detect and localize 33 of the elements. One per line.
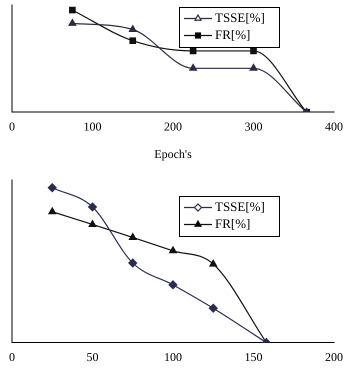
point — [48, 183, 57, 192]
point — [88, 220, 96, 227]
point — [88, 202, 97, 212]
point — [48, 207, 56, 214]
x-tick-label: 400 — [325, 120, 343, 134]
point — [169, 246, 177, 254]
legend-label: FR[%] — [215, 216, 250, 231]
point — [250, 48, 257, 54]
legend-label: TSSE[%] — [215, 198, 265, 214]
point — [189, 64, 198, 71]
x-tick-label: 50 — [86, 350, 98, 364]
legend-label: TSSE[%] — [215, 10, 265, 25]
point — [209, 260, 218, 267]
point — [250, 64, 258, 71]
point — [168, 280, 178, 290]
point — [190, 48, 196, 54]
point — [208, 304, 218, 313]
x-tick-label: 300 — [244, 120, 262, 134]
x-tick-label: 0 — [9, 120, 15, 134]
x-tick-label: 150 — [244, 350, 262, 364]
x-tick-label: 0 — [9, 350, 15, 364]
x-tick-label: 100 — [164, 350, 182, 364]
point — [128, 232, 137, 240]
point — [68, 18, 76, 26]
point — [128, 258, 138, 268]
x-axis-title: Epoch's — [154, 146, 192, 161]
point — [69, 6, 76, 14]
x-tick-label: 200 — [164, 120, 182, 134]
point — [128, 25, 137, 32]
legend-label: FR[%] — [215, 26, 250, 42]
point — [129, 37, 136, 44]
x-tick-label: 200 — [325, 350, 343, 364]
x-tick-label: 100 — [84, 120, 102, 134]
